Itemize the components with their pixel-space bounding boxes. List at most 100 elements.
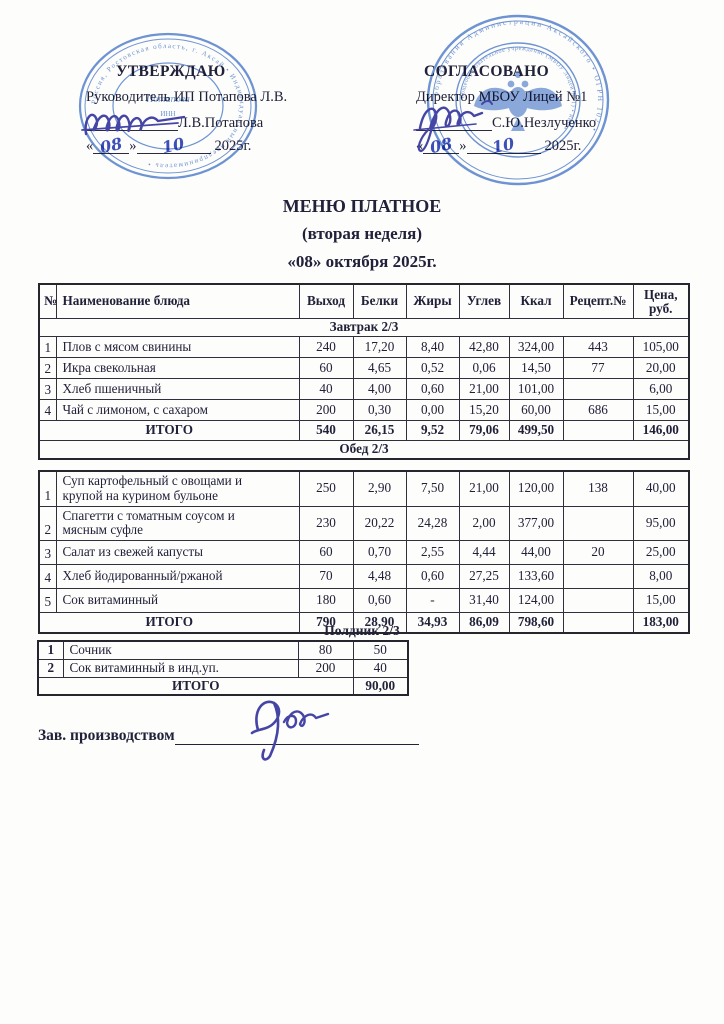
total-price: 183,00	[632, 612, 690, 634]
approver-name: С.Ю.Незлученко	[492, 115, 597, 132]
col-header-recipe: Рецепт.№	[562, 283, 634, 319]
total-protein: 26,15	[352, 420, 407, 441]
total-kcal: 499,50	[508, 420, 564, 441]
cell-kcal: 324,00	[508, 336, 564, 358]
cell-out: 70	[298, 564, 354, 590]
cell-out: 240	[298, 336, 354, 358]
cell-kcal: 14,50	[508, 357, 564, 379]
cell-recipe: 686	[562, 399, 634, 421]
table-header-row: № Наименование блюда Выход Белки Жиры Уг…	[38, 283, 690, 319]
total-out: 790	[298, 612, 354, 634]
approval-date-line: «08» 10 2025г.	[86, 134, 366, 158]
title-week: (вторая неделя)	[301, 224, 423, 243]
section-label: Завтрак 2/3	[38, 318, 690, 337]
cell-fat: 0,60	[405, 378, 460, 400]
cell-recipe	[562, 378, 634, 400]
menu-row: 1 Сочник 80 50	[37, 640, 409, 660]
menu-row: 2 Спагетти с томатным соусом и мясным суф…	[38, 505, 690, 542]
quote-close: »	[129, 138, 137, 155]
handwritten-month: 10	[160, 134, 187, 158]
total-price: 146,00	[632, 420, 690, 441]
breakfast-table: № Наименование блюда Выход Белки Жиры Уг…	[38, 283, 690, 460]
document-title-block: МЕНЮ ПЛАТНОЕ (вторая неделя) «08» октябр…	[0, 192, 724, 276]
title-date: «08» октября 2025г.	[287, 252, 437, 271]
approval-heading: СОГЛАСОВАНО	[424, 63, 550, 80]
breakfast-total-row: ИТОГО 540 26,15 9,52 79,06 499,50 146,00	[38, 420, 690, 441]
cell-fat: 0,52	[405, 357, 460, 379]
date-year: 2025г.	[214, 138, 252, 155]
cell-out: 200	[297, 659, 354, 678]
date-year: 2025г.	[544, 138, 582, 155]
cell-carb: 21,00	[458, 470, 510, 507]
cell-name: Плов с мясом свинины	[55, 336, 300, 358]
cell-out: 80	[297, 640, 354, 660]
section-label: Обед 2/3	[38, 440, 690, 460]
cell-name: Спагетти с томатным соусом и мясным суфл…	[55, 505, 300, 542]
total-price: 90,00	[352, 677, 409, 696]
cell-kcal: 60,00	[508, 399, 564, 421]
section-label-snack: Полдник 2/3	[324, 623, 400, 638]
menu-row: 4 Чай с лимоном, с сахаром 200 0,30 0,00 15,2…	[38, 399, 690, 421]
cell-price: 6,00	[632, 378, 690, 400]
handwritten-day: 08	[428, 134, 455, 158]
cell-name: Суп картофельный с овощами и крупой на к…	[55, 470, 300, 507]
cell-kcal: 377,00	[508, 505, 564, 542]
footer-label: Зав. производством	[38, 727, 175, 744]
approval-signature-line: Л.В.Потапова	[86, 114, 366, 132]
approval-block-left: УТВЕРЖДАЮ Руководитель ИП Потапова Л.В. …	[86, 63, 366, 158]
cell-protein: 20,22	[352, 505, 407, 542]
snack-total-row: ИТОГО 90,00	[37, 677, 409, 696]
cell-kcal: 133,60	[508, 564, 564, 590]
cell-recipe: 138	[562, 470, 634, 507]
quote-open: «	[86, 138, 94, 155]
col-header-kcal: Ккал	[508, 283, 564, 319]
cell-num: 1	[37, 640, 64, 660]
cell-out: 40	[298, 378, 354, 400]
cell-num: 5	[38, 588, 57, 614]
total-recipe	[562, 420, 634, 441]
approval-block-right: СОГЛАСОВАНО Директор МБОУ Лицей №1 С.Ю.Н…	[416, 63, 676, 158]
cell-carb: 2,00	[458, 505, 510, 542]
cell-protein: 4,00	[352, 378, 407, 400]
cell-price: 50	[352, 640, 409, 660]
cell-protein: 0,70	[352, 540, 407, 566]
col-header-price: Цена, руб.	[632, 283, 690, 319]
approval-role-line: Директор МБОУ Лицей №1	[416, 89, 588, 106]
cell-fat: 8,40	[405, 336, 460, 358]
cell-num: 2	[38, 357, 57, 379]
quote-open: «	[416, 138, 424, 155]
cell-name: Сочник	[62, 640, 299, 660]
cell-recipe	[562, 505, 634, 542]
cell-name: Икра свекольная	[55, 357, 300, 379]
cell-name: Сок витаминный в инд.уп.	[62, 659, 299, 678]
menu-row: 3 Хлеб пшеничный 40 4,00 0,60 21,00 101,00 6,00	[38, 378, 690, 400]
cell-price: 20,00	[632, 357, 690, 379]
cell-num: 3	[38, 540, 57, 566]
cell-out: 60	[298, 357, 354, 379]
cell-recipe: 443	[562, 336, 634, 358]
total-carb: 79,06	[458, 420, 510, 441]
approval-date-line: «08» 10 2025г.	[416, 134, 676, 158]
signature-underline	[86, 114, 178, 132]
menu-row: 2 Сок витаминный в инд.уп. 200 40	[37, 659, 409, 678]
total-fat: 34,93	[405, 612, 460, 634]
cell-protein: 4,65	[352, 357, 407, 379]
total-fat: 9,52	[405, 420, 460, 441]
cell-carb: 27,25	[458, 564, 510, 590]
cell-protein: 4,48	[352, 564, 407, 590]
cell-fat: -	[405, 588, 460, 614]
cell-name: Сок витаминный	[55, 588, 300, 614]
col-header-carb: Углев	[458, 283, 510, 319]
cell-protein: 17,20	[352, 336, 407, 358]
total-out: 540	[298, 420, 354, 441]
cell-out: 180	[298, 588, 354, 614]
cell-carb: 42,80	[458, 336, 510, 358]
cell-num: 1	[38, 470, 57, 507]
menu-row: 1 Плов с мясом свинины 240 17,20 8,40 42,80 32…	[38, 336, 690, 358]
lunch-total-row: ИТОГО 790 28,90 34,93 86,09 798,60 183,0…	[38, 612, 690, 634]
col-header-fat: Жиры	[405, 283, 460, 319]
date-day-underline: 08	[423, 134, 460, 158]
menu-row: 4 Хлеб йодированный/ржаной 70 4,48 0,60 27,25…	[38, 564, 690, 590]
col-header-out: Выход	[298, 283, 354, 319]
total-label: ИТОГО	[38, 420, 300, 441]
